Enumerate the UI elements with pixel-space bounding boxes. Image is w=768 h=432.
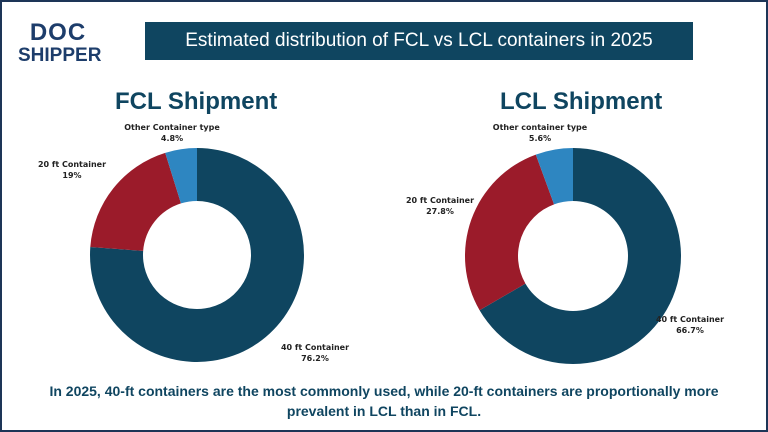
category-label: 40 ft Container	[281, 343, 349, 352]
slice-lcl-2	[535, 148, 573, 205]
data-label: 19%	[62, 171, 81, 180]
caption: In 2025, 40-ft containers are the most c…	[49, 383, 719, 419]
docshipper-logo: DOC SHIPPER	[18, 19, 102, 82]
data-label: 5.6%	[529, 134, 551, 143]
data-label: 4.8%	[161, 134, 183, 143]
data-label: 66.7%	[676, 326, 704, 335]
category-label: 20 ft Container	[38, 160, 106, 169]
slice-fcl-0	[90, 148, 304, 362]
category-label: 40 ft Container	[656, 315, 724, 324]
data-label: 27.8%	[426, 207, 454, 216]
slice-lcl-0	[479, 148, 681, 364]
logo-line2: SHIPPER	[18, 45, 102, 66]
fcl-title: FCL Shipment	[115, 88, 278, 115]
slice-fcl-1	[90, 152, 181, 251]
slice-fcl-2	[165, 148, 197, 204]
chart-title: Estimated distribution of FCL vs LCL con…	[145, 22, 693, 60]
lcl-title: LCL Shipment	[500, 88, 663, 115]
category-label: Other container type	[493, 123, 588, 132]
logo-line1: DOC	[29, 19, 87, 46]
category-label: Other Container type	[124, 123, 220, 132]
data-label: 76.2%	[301, 354, 329, 363]
slice-lcl-1	[465, 154, 555, 311]
category-label: 20 ft Container	[406, 196, 474, 205]
